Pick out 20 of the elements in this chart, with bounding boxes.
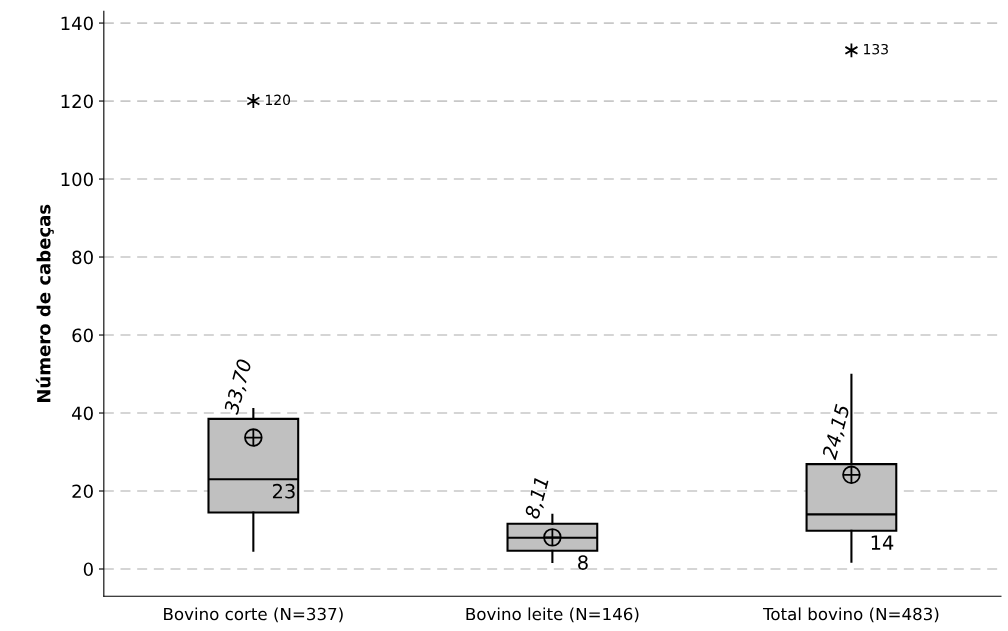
annotation: 120	[265, 94, 291, 106]
y-tick-label: 20	[72, 484, 93, 499]
annotation: 133	[864, 43, 888, 55]
annotation: 33,70	[223, 358, 254, 416]
annotation: 8,11	[524, 477, 551, 520]
annotation: 23	[272, 483, 295, 499]
y-tick-label: 80	[72, 250, 93, 265]
y-tick-label: 120	[61, 94, 93, 109]
x-tick-label: Bovino leite (N=146)	[466, 607, 639, 623]
x-tick-label: Bovino corte (N=337)	[164, 607, 343, 623]
annotation: 8	[578, 555, 588, 570]
y-tick-label: 60	[72, 328, 93, 343]
y-tick-label: 100	[61, 172, 93, 187]
x-tick-label: Total bovino (N=483)	[762, 607, 939, 623]
y-axis-title: Número de cabeças	[35, 204, 54, 403]
y-tick-label: 40	[72, 406, 93, 421]
annotation: 14	[871, 535, 894, 550]
annotation: 24,15	[821, 403, 852, 461]
y-tick-label: 0	[83, 562, 93, 577]
y-tick-label: 140	[61, 16, 93, 31]
